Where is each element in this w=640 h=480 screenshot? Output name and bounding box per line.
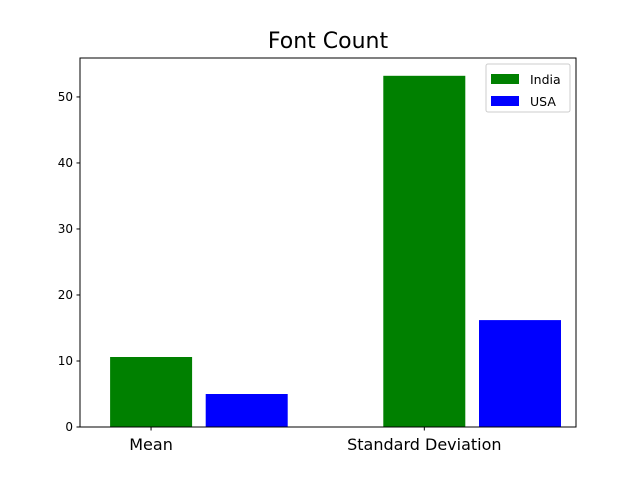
plot-area: 0 10 20 30 40 50 Mean Standard Deviation	[58, 75, 561, 454]
x-tick-label: Standard Deviation	[347, 435, 501, 454]
legend-swatch-usa	[491, 96, 519, 106]
y-tick-label: 50	[58, 90, 73, 104]
y-tick-label: 40	[58, 156, 73, 170]
legend: India USA	[485, 63, 571, 113]
bar-usa-0	[205, 394, 288, 427]
x-tick-label: Mean	[129, 435, 173, 454]
legend-label-india: India	[530, 72, 561, 87]
axes-frame	[79, 57, 577, 428]
y-tick-label: 20	[58, 288, 73, 302]
y-tick-label: 10	[58, 354, 73, 368]
bar-usa-1	[479, 320, 561, 427]
chart-title: Font Count	[268, 29, 389, 54]
y-tick-label: 30	[58, 222, 73, 236]
y-tick-label: 0	[65, 420, 73, 434]
bar-india-0	[110, 357, 193, 427]
legend-swatch-india	[491, 74, 519, 84]
legend-label-usa: USA	[530, 94, 556, 109]
bar-india-1	[383, 75, 466, 428]
